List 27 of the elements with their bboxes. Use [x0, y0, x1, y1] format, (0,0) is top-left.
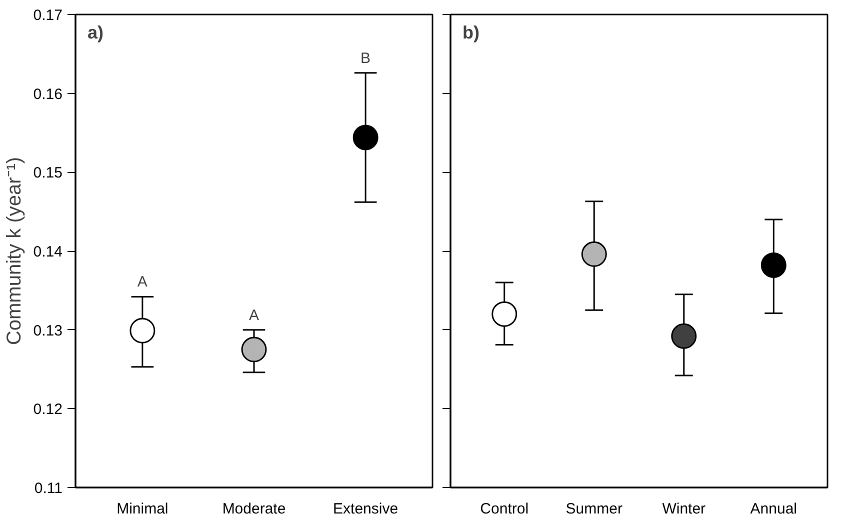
- y-tick-label: 0.14: [33, 244, 63, 260]
- chart-title: b): [462, 22, 480, 42]
- point: [581, 241, 607, 267]
- y-tick-label: 0.16: [33, 86, 63, 103]
- point: [130, 318, 156, 344]
- x-tick-label: Minimal: [116, 500, 168, 518]
- x-tick-label: Control: [480, 500, 529, 518]
- x-tick-label: Summer: [566, 500, 622, 518]
- x-tick-label: Extensive: [333, 500, 398, 518]
- y-tick-label: 0.17: [33, 7, 63, 24]
- y-tick-label: 0.13: [33, 322, 63, 340]
- annotation: B: [360, 50, 371, 67]
- x-tick-label: Winter: [662, 500, 706, 518]
- y-tick-label: 0.15: [33, 164, 63, 182]
- point: [760, 252, 786, 278]
- x-tick-label: Moderate: [222, 500, 286, 518]
- chart-title: a): [88, 22, 104, 42]
- x-tick-label: Annual: [750, 500, 798, 518]
- y-tick-label: 0.12: [33, 401, 63, 418]
- annotation: A: [137, 274, 148, 291]
- y-tick-label: 0.11: [34, 480, 63, 497]
- y-axis-title: Community k (year⁻¹): [3, 156, 26, 346]
- point: [492, 301, 518, 327]
- point: [671, 323, 697, 349]
- annotation: A: [249, 306, 260, 324]
- point: [352, 124, 378, 150]
- point: [241, 336, 267, 362]
